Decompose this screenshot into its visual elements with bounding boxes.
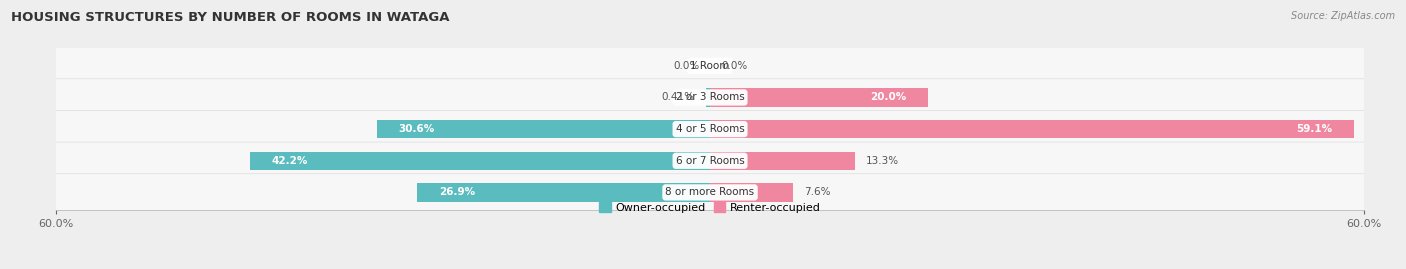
Text: 0.41%: 0.41% [662, 93, 695, 102]
Bar [710, 183, 793, 201]
Text: 20.0%: 20.0% [870, 93, 905, 102]
Text: 6 or 7 Rooms: 6 or 7 Rooms [676, 156, 744, 166]
Text: 0.0%: 0.0% [673, 61, 699, 71]
Text: 7.6%: 7.6% [804, 187, 830, 197]
Bar [250, 152, 710, 170]
FancyBboxPatch shape [55, 142, 1365, 179]
Text: 13.3%: 13.3% [866, 156, 898, 166]
Bar [710, 120, 1354, 138]
FancyBboxPatch shape [55, 47, 1365, 84]
Text: 1 Room: 1 Room [690, 61, 730, 71]
FancyBboxPatch shape [55, 111, 1365, 148]
Text: 30.6%: 30.6% [398, 124, 434, 134]
Text: 8 or more Rooms: 8 or more Rooms [665, 187, 755, 197]
Bar [710, 152, 855, 170]
Text: 26.9%: 26.9% [439, 187, 475, 197]
Bar [706, 88, 710, 107]
Text: HOUSING STRUCTURES BY NUMBER OF ROOMS IN WATAGA: HOUSING STRUCTURES BY NUMBER OF ROOMS IN… [11, 11, 450, 24]
Text: 0.0%: 0.0% [721, 61, 747, 71]
Bar [418, 183, 710, 201]
Text: 42.2%: 42.2% [271, 156, 308, 166]
Text: 4 or 5 Rooms: 4 or 5 Rooms [676, 124, 744, 134]
FancyBboxPatch shape [55, 174, 1365, 211]
Bar [710, 88, 928, 107]
Bar [377, 120, 710, 138]
Text: 59.1%: 59.1% [1296, 124, 1333, 134]
Text: 2 or 3 Rooms: 2 or 3 Rooms [676, 93, 744, 102]
FancyBboxPatch shape [55, 79, 1365, 116]
Text: Source: ZipAtlas.com: Source: ZipAtlas.com [1291, 11, 1395, 21]
Legend: Owner-occupied, Renter-occupied: Owner-occupied, Renter-occupied [595, 198, 825, 217]
